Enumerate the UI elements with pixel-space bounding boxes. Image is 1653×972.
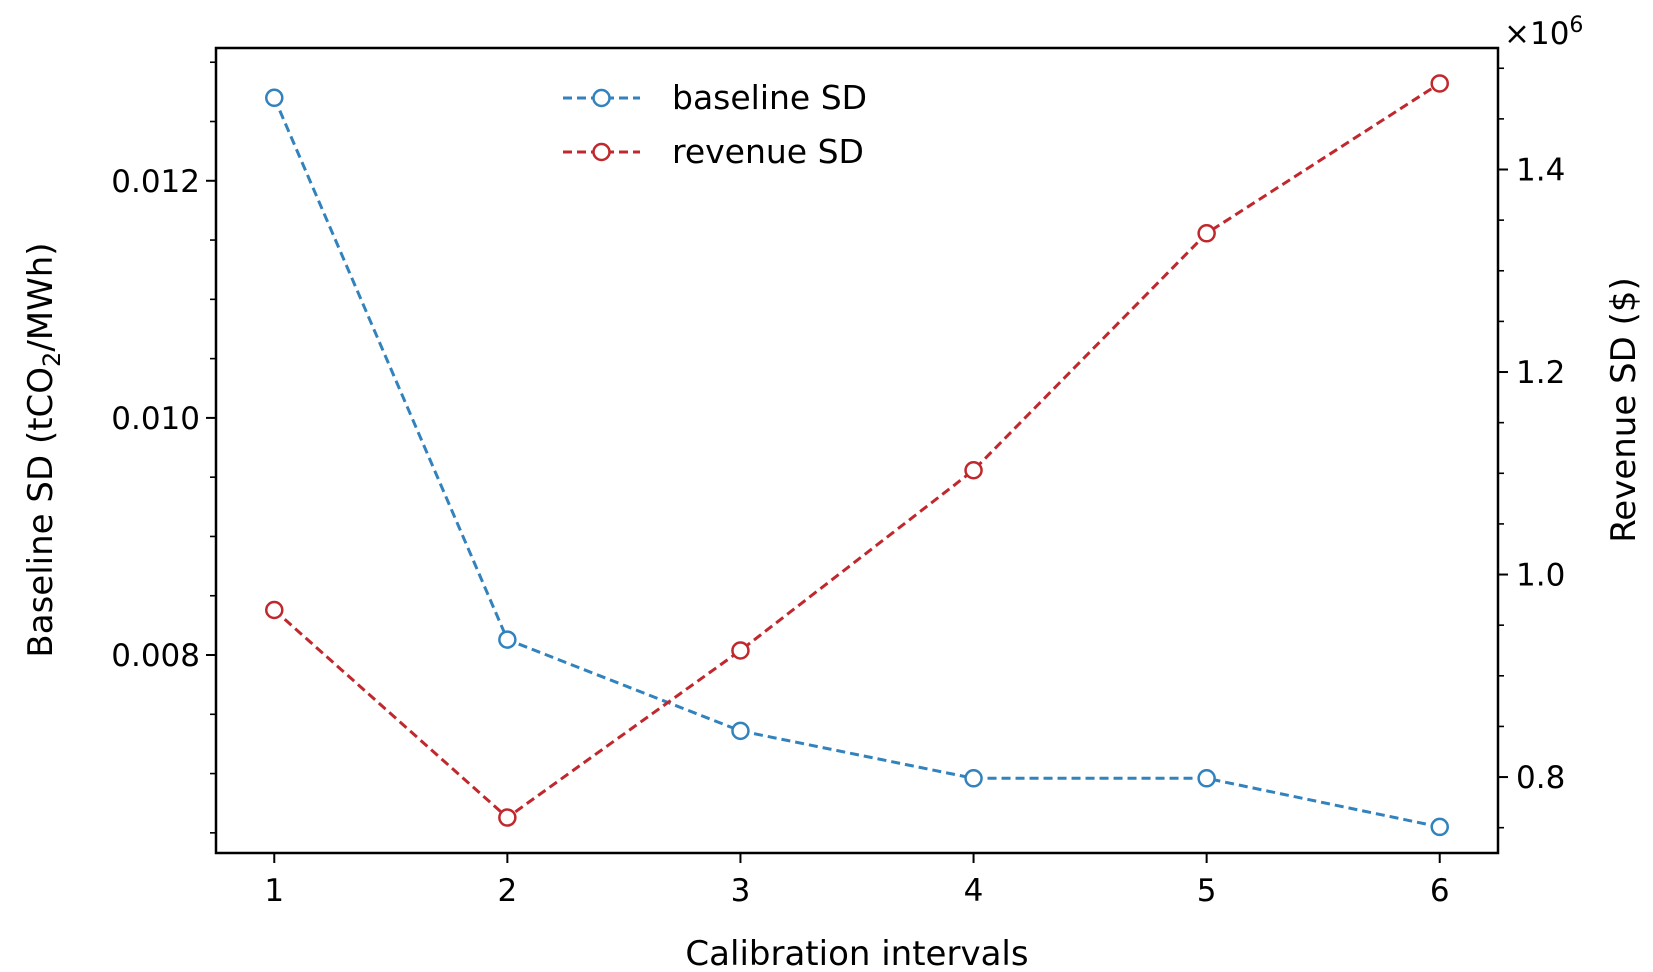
data-point-baseline-sd (1197, 769, 1216, 788)
x-axis: 1 2 3 4 5 6 (264, 853, 1450, 909)
data-point-baseline-sd (731, 721, 750, 741)
left-tick-label: 0.010 (111, 401, 200, 437)
x-tick-label: 3 (731, 873, 751, 909)
x-tick-label: 4 (964, 873, 984, 909)
plot-area-frame (214, 46, 1500, 855)
legend-marker-revenue-sd (592, 142, 611, 162)
left-y-axis-title-suffix: /MWh) (21, 242, 61, 351)
right-tick-label: 0.8 (1516, 760, 1565, 796)
x-tick-label: 6 (1430, 873, 1450, 909)
data-point-baseline-sd (1430, 817, 1449, 837)
data-point-revenue-sd (265, 600, 284, 620)
left-y-axis-title: Baseline SD (tCO2/MWh) (21, 242, 66, 657)
right-axis-multiplier-exponent: 6 (1569, 13, 1583, 38)
left-y-axis-title-prefix: Baseline SD (tCO (21, 367, 61, 658)
data-point-baseline-sd (964, 769, 983, 788)
right-y-axis: 0.8 1.0 1.2 1.4 (1498, 67, 1565, 829)
legend-label-baseline-sd: baseline SD (672, 78, 867, 117)
right-y-axis-title: Revenue SD ($) (1604, 277, 1644, 543)
series-line-revenue-sd (273, 82, 1441, 820)
data-point-revenue-sd (1197, 224, 1216, 243)
right-axis-multiplier-base: ×10 (1504, 16, 1569, 52)
data-point-baseline-sd (265, 88, 284, 108)
legend-marker-baseline-sd (592, 88, 611, 108)
x-tick-label: 5 (1197, 873, 1217, 909)
right-tick-label: 1.0 (1516, 558, 1565, 594)
data-point-baseline-sd (498, 630, 517, 649)
series-layer (265, 74, 1449, 837)
data-point-revenue-sd (1430, 74, 1449, 93)
series-line-baseline-sd (272, 97, 1441, 829)
data-point-revenue-sd (498, 808, 517, 827)
x-tick-label: 2 (497, 873, 517, 909)
right-tick-label: 1.2 (1516, 355, 1565, 391)
legend: baseline SD revenue SD (563, 78, 867, 171)
right-tick-label: 1.4 (1516, 153, 1565, 189)
left-tick-label: 0.008 (111, 638, 200, 674)
left-tick-label: 0.012 (111, 164, 200, 200)
left-y-axis-title-subscript: 2 (38, 352, 66, 367)
x-axis-title: Calibration intervals (685, 934, 1028, 972)
data-point-revenue-sd (731, 641, 750, 660)
data-point-revenue-sd (964, 460, 983, 480)
legend-label-revenue-sd: revenue SD (672, 132, 864, 171)
left-y-axis: 0.008 0.010 0.012 (111, 61, 216, 834)
x-tick-label: 1 (264, 873, 284, 909)
right-axis-multiplier: ×106 (1504, 13, 1583, 52)
